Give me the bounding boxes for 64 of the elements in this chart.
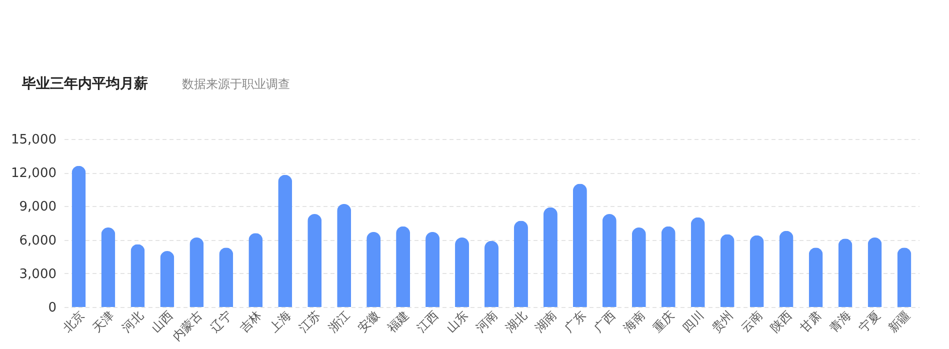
bar: [690, 217, 705, 307]
bar: [426, 232, 440, 307]
y-tick-label: 3,000: [19, 266, 56, 282]
x-tick-label: 浙江: [326, 308, 353, 335]
x-tick-label: 陕西: [768, 308, 795, 335]
x-tick-label: 吉林: [237, 308, 264, 335]
bar: [455, 238, 470, 307]
x-tick-label: 广东: [562, 308, 588, 335]
x-tick-label: 山东: [444, 308, 471, 335]
bar: [543, 207, 558, 307]
x-tick-label: 青海: [826, 308, 854, 335]
bar: [661, 226, 676, 307]
bar: [248, 233, 263, 307]
bar: [868, 238, 882, 307]
bar: [101, 227, 116, 307]
x-tick-label: 北京: [60, 308, 88, 335]
bar: [808, 248, 823, 307]
x-tick-label: 江苏: [296, 308, 324, 335]
bar: [720, 234, 734, 307]
x-tick-label: 安徽: [355, 308, 382, 335]
x-tick-label: 云南: [738, 308, 766, 335]
x-tick-label: 河南: [473, 308, 500, 335]
bar: [308, 214, 322, 307]
x-tick-label: 重庆: [650, 308, 677, 335]
x-tick-label: 上海: [266, 308, 294, 335]
bar: [632, 227, 646, 307]
x-tick-label: 湖北: [502, 308, 530, 335]
y-tick-label: 12,000: [11, 166, 56, 182]
x-tick-label: 四川: [679, 308, 706, 335]
bar: [219, 248, 234, 307]
chart-title: 毕业三年内平均月薪: [21, 76, 148, 92]
x-tick-label: 广西: [591, 308, 618, 335]
bar: [396, 226, 410, 307]
bar: [897, 248, 912, 307]
chart-subtitle: 数据来源于职业调查: [182, 77, 290, 91]
bar: [484, 240, 498, 307]
x-tick-label: 江西: [414, 308, 442, 335]
x-tick-label: 河北: [119, 308, 146, 335]
x-tick-label: 新疆: [886, 308, 913, 335]
bar: [160, 251, 174, 307]
bar: [750, 235, 764, 307]
y-tick-label: 0: [48, 300, 56, 316]
y-tick-label: 15,000: [11, 132, 56, 148]
x-tick-label: 宁夏: [856, 308, 884, 335]
bar: [602, 214, 616, 307]
bar: [278, 174, 292, 307]
bar: [190, 238, 204, 307]
bar: [130, 244, 145, 307]
bar: [337, 204, 352, 307]
x-tick-label: 贵州: [708, 308, 736, 335]
x-tick-label: 辽宁: [208, 308, 235, 335]
y-tick-label: 6,000: [19, 233, 56, 248]
x-tick-label: 海南: [620, 308, 648, 335]
x-tick-label: 湖南: [532, 308, 559, 335]
y-tick-label: 9,000: [19, 200, 56, 215]
bar: [366, 232, 381, 307]
bar: [72, 166, 86, 307]
x-tick-label: 福建: [384, 308, 412, 335]
bar: [572, 184, 587, 307]
bar: [514, 220, 528, 307]
x-tick-label: 甘肃: [797, 308, 824, 335]
bar: [838, 238, 852, 307]
bar: [779, 230, 794, 307]
x-tick-label: 天津: [90, 308, 117, 335]
